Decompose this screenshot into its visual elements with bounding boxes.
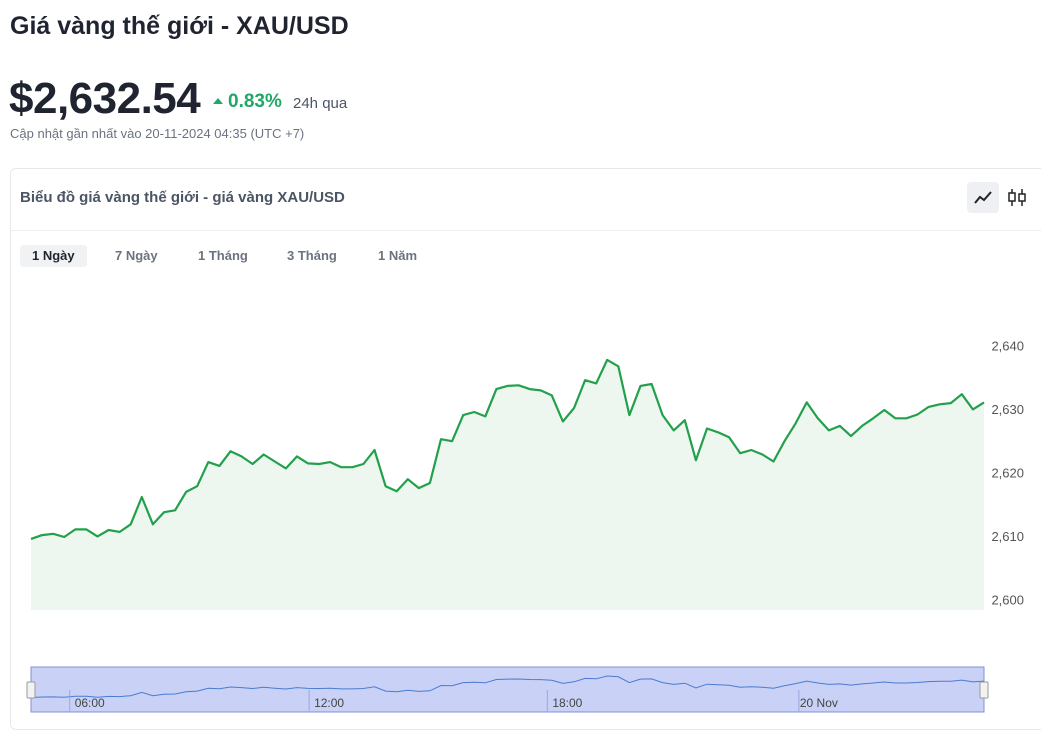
y-tick-label: 2,640 [991,339,1024,354]
price-line [30,358,985,540]
y-tick-label: 2,610 [991,529,1024,544]
divider [11,230,1041,231]
navigator-handle [26,681,36,699]
x-tick-label: 18:00 [552,696,582,710]
change-period: 24h qua [293,95,348,112]
line-icon [974,191,992,204]
panel-title: Biểu đồ giá vàng thế giới - giá vàng XAU… [20,189,345,206]
candle-chart-button[interactable] [1001,182,1033,213]
x-tick-label: 20 Nov [800,696,838,710]
range-tab[interactable]: 1 Ngày [20,245,87,267]
navigator [30,666,985,713]
navigator-line [30,675,985,698]
up-arrow [213,98,223,104]
y-tick-label: 2,600 [991,593,1024,608]
y-tick-label: 2,620 [991,466,1024,481]
area [31,359,984,610]
price-change: 0.83% [228,91,282,112]
range-tab[interactable]: 1 Tháng [198,248,248,263]
x-tick-label: 06:00 [75,696,105,710]
range-tab[interactable]: 7 Ngày [115,248,158,263]
range-tab[interactable]: 1 Năm [378,248,418,263]
updated-time: Cập nhật gần nhất vào 20-11-2024 04:35 (… [10,126,305,141]
navigator-handle [979,681,989,699]
candle-icon [1008,189,1026,206]
y-tick-label: 2,630 [991,402,1024,417]
x-tick-label: 12:00 [314,696,344,710]
price: $2,632.54 [9,74,201,123]
range-tab[interactable]: 3 Tháng [287,248,337,263]
line-chart-button[interactable] [967,182,999,213]
page-title: Giá vàng thế giới - XAU/USD [10,12,349,40]
